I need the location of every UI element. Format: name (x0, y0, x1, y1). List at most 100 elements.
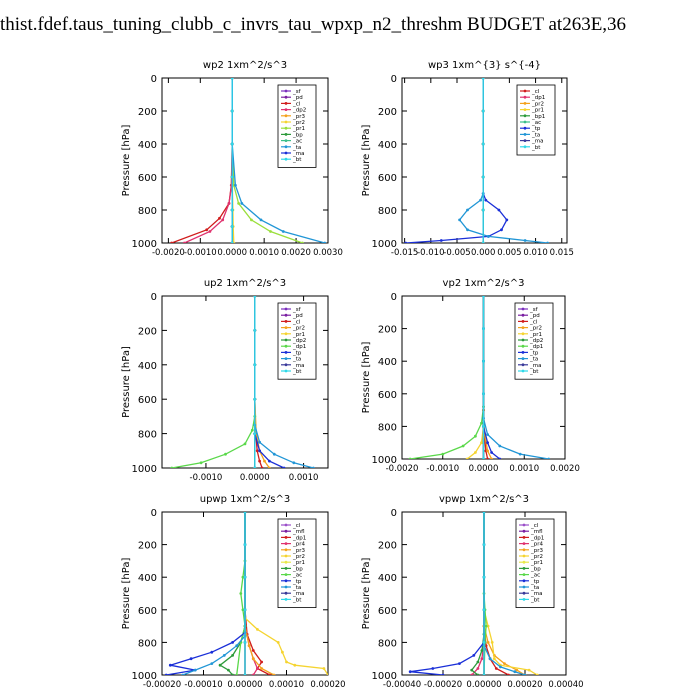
legend-label: _cl (292, 101, 301, 107)
legend-label: _pr2 (292, 120, 305, 126)
data-point-dp1 (408, 457, 412, 459)
x-tick-label: 0.010 (523, 248, 547, 258)
data-point-bp (227, 668, 230, 672)
legend-label: _dp1 (529, 344, 543, 350)
y-tick-label: 1000 (372, 455, 397, 466)
chart-title: wp2 1xm^2/s^3 (203, 60, 287, 71)
data-point-pr2 (285, 660, 288, 664)
data-point-tp (497, 208, 501, 212)
y-axis-label: Pressure [hPa] (121, 125, 132, 197)
series-line-dp1 (244, 512, 271, 675)
data-point-pr2 (490, 457, 493, 459)
data-point-cl (218, 216, 221, 220)
legend-box (277, 84, 317, 168)
legend-marker (284, 126, 288, 130)
data-point-pr2 (535, 673, 539, 675)
series-group (408, 296, 551, 459)
legend-label: _ta (531, 132, 540, 138)
data-point-ac (239, 592, 243, 595)
y-axis-label: Pressure [hPa] (361, 342, 372, 414)
legend-label: _bt (292, 157, 302, 163)
legend-label: _tp (292, 350, 302, 356)
legend-marker (284, 114, 288, 118)
x-tick-label: -0.00020 (424, 680, 462, 690)
x-tick-label: 0.0030 (313, 248, 343, 258)
data-point-ta (523, 239, 527, 242)
x-tick-label: 0.0010 (509, 464, 539, 474)
data-point-bt (482, 575, 486, 579)
legend-marker (284, 89, 288, 93)
data-point-dp1 (441, 452, 445, 456)
legend-label: _bp1 (531, 114, 545, 120)
y-tick-label: 800 (138, 206, 157, 217)
legend-label: _cl (292, 319, 301, 325)
legend-marker (284, 313, 288, 317)
data-point-pr4 (256, 667, 259, 670)
y-axis-label: Pressure [hPa] (361, 125, 372, 197)
x-tick-label: -0.015 (391, 248, 418, 258)
legend-marker (523, 120, 527, 124)
legend-label: _bp (292, 132, 303, 138)
data-point-pr1 (237, 202, 241, 205)
y-tick-label: 1000 (372, 239, 397, 250)
data-point-ta (466, 228, 469, 232)
data-point-ta (235, 644, 239, 648)
legend-label: _tp (529, 350, 539, 356)
legend-label: _ma (292, 151, 304, 157)
legend-marker (284, 102, 288, 105)
y-tick-label: 0 (391, 74, 397, 85)
x-tick-label: 0.00020 (507, 680, 542, 690)
legend-marker (521, 351, 525, 354)
data-point-dp2 (221, 218, 225, 222)
data-point-ta (240, 202, 244, 205)
data-point-tp (404, 241, 408, 243)
y-tick-label: 600 (378, 390, 397, 401)
legend-label: _ta (292, 357, 301, 363)
x-tick-label: 0.00000 (227, 680, 262, 690)
data-point-bt (481, 241, 485, 243)
x-tick-label: -0.010 (417, 248, 444, 258)
data-point-bt (253, 296, 257, 298)
legend-marker (521, 363, 525, 367)
x-tick-label: 0.0010 (249, 248, 279, 258)
data-point-pr2 (256, 628, 259, 631)
legend-marker (521, 332, 525, 336)
data-point-pr3 (486, 641, 490, 644)
legend-marker (522, 523, 526, 527)
data-point-ta (259, 218, 263, 222)
legend-marker (284, 133, 288, 136)
data-point-bp (476, 673, 480, 675)
data-point-pr2 (268, 466, 271, 468)
y-tick-label: 800 (138, 638, 157, 649)
data-point-bt (253, 329, 257, 332)
data-point-bt (253, 397, 257, 401)
data-point-ac (235, 673, 239, 675)
legend-label: _mfl (530, 529, 543, 535)
y-axis-label: Pressure [hPa] (121, 558, 132, 630)
legend-label: _ma (292, 363, 304, 369)
data-point-ta (479, 198, 482, 202)
legend-label: _pr1 (529, 332, 542, 338)
data-point-bt (482, 359, 485, 363)
legend-marker (522, 529, 526, 533)
legend-marker (284, 554, 288, 558)
data-point-ta (258, 440, 261, 444)
data-point-tp (258, 449, 261, 453)
y-tick-label: 1000 (132, 464, 157, 475)
data-point-pr3 (260, 667, 263, 670)
legend-marker (284, 326, 288, 329)
legend-label: _bt (529, 369, 539, 375)
data-point-pr1 (301, 241, 304, 243)
legend-marker (522, 548, 526, 552)
data-point-bt (482, 543, 486, 546)
x-tick-label: -0.0010 (184, 248, 217, 258)
data-point-ta (193, 668, 197, 672)
legend-marker (522, 573, 526, 576)
legend-label: _pr1 (531, 108, 544, 114)
data-point-bp (476, 660, 480, 664)
legend-marker (522, 542, 526, 545)
y-tick-label: 400 (138, 140, 157, 151)
chart-title: upwp 1xm^2/s^3 (200, 494, 290, 505)
x-tick-label: 0.00020 (310, 680, 345, 690)
data-point-bt (481, 78, 485, 80)
